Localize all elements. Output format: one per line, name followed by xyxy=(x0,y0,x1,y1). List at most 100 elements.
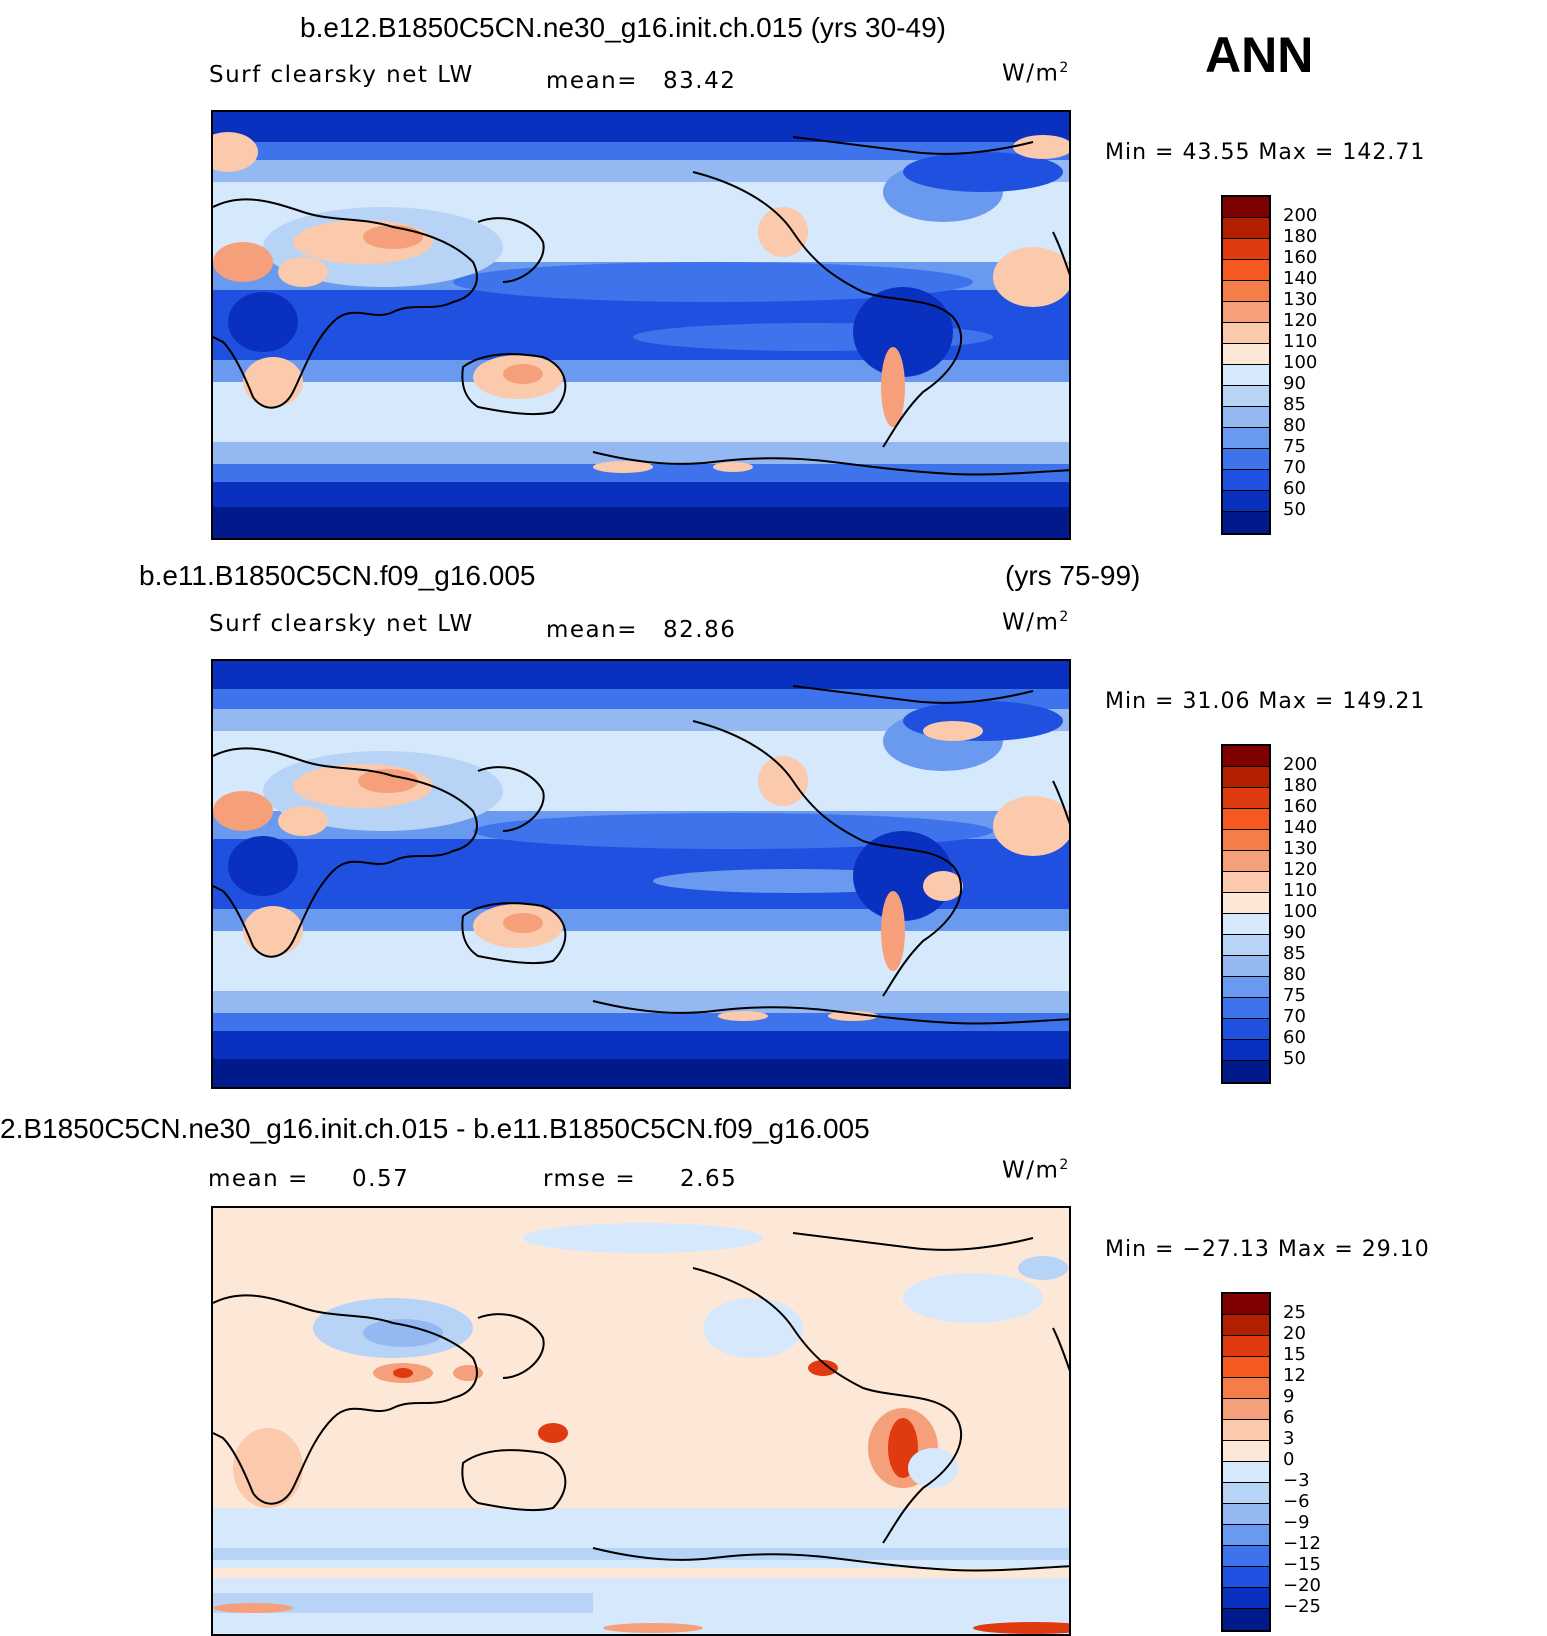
panel3-rmse-label: rmse = xyxy=(543,1166,637,1192)
colorbar-swatch xyxy=(1223,302,1269,323)
panel2-minmax: Min = 31.06 Max = 149.21 xyxy=(1105,689,1426,714)
panel3-minmax: Min = −27.13 Max = 29.10 xyxy=(1105,1237,1430,1262)
colorbar-swatch xyxy=(1223,872,1269,893)
colorbar-swatch xyxy=(1223,449,1269,470)
colorbar-swatch xyxy=(1223,1378,1269,1399)
colorbar-label: 9 xyxy=(1283,1386,1295,1407)
colorbar-swatch xyxy=(1223,809,1269,830)
colorbar-swatch xyxy=(1223,1525,1269,1546)
colorbar-label: 200 xyxy=(1283,205,1318,226)
colorbar-swatch xyxy=(1223,956,1269,977)
panel2-mean-label: mean= xyxy=(546,617,638,643)
panel3-map-svg xyxy=(213,1208,1069,1634)
colorbar-swatch xyxy=(1223,1399,1269,1420)
panel1-title: b.e12.B1850C5CN.ne30_g16.init.ch.015 (yr… xyxy=(300,12,946,43)
colorbar-label: 90 xyxy=(1283,922,1306,943)
colorbar-swatch xyxy=(1223,1040,1269,1061)
colorbar-swatch xyxy=(1223,512,1269,533)
panel1-variable: Surf clearsky net LW xyxy=(209,62,474,88)
colorbar-swatch xyxy=(1223,491,1269,512)
colorbar-swatch xyxy=(1223,428,1269,449)
colorbar-label: −3 xyxy=(1283,1470,1310,1491)
colorbar-label: 12 xyxy=(1283,1365,1306,1386)
colorbar-swatch xyxy=(1223,851,1269,872)
colorbar-swatch xyxy=(1223,1294,1269,1315)
colorbar-swatch xyxy=(1223,1019,1269,1040)
colorbar-swatch xyxy=(1223,977,1269,998)
colorbar-label: −25 xyxy=(1283,1596,1321,1617)
colorbar-label: 130 xyxy=(1283,838,1318,859)
colorbar-swatch xyxy=(1223,239,1269,260)
colorbar-label: 180 xyxy=(1283,226,1318,247)
colorbar-swatch xyxy=(1223,767,1269,788)
colorbar-label: 15 xyxy=(1283,1344,1306,1365)
colorbar-label: 140 xyxy=(1283,268,1318,289)
panel2-colorbar xyxy=(1221,744,1271,1084)
colorbar-label: 110 xyxy=(1283,880,1318,901)
colorbar-label: 80 xyxy=(1283,415,1306,436)
colorbar-label: −20 xyxy=(1283,1575,1321,1596)
colorbar-swatch xyxy=(1223,365,1269,386)
colorbar-swatch xyxy=(1223,1588,1269,1609)
panel2-title: b.e11.B1850C5CN.f09_g16.005 xyxy=(139,560,536,591)
panel1-mean-label: mean= xyxy=(546,68,638,94)
panel2-years: (yrs 75-99) xyxy=(1005,560,1141,591)
colorbar-label: 3 xyxy=(1283,1428,1295,1449)
colorbar-swatch xyxy=(1223,746,1269,767)
colorbar-label: 120 xyxy=(1283,310,1318,331)
colorbar-label: 180 xyxy=(1283,775,1318,796)
colorbar-swatch xyxy=(1223,407,1269,428)
colorbar-label: 130 xyxy=(1283,289,1318,310)
colorbar-label: 75 xyxy=(1283,436,1306,457)
colorbar-swatch xyxy=(1223,323,1269,344)
colorbar-swatch xyxy=(1223,1567,1269,1588)
colorbar-swatch xyxy=(1223,281,1269,302)
panel3-unit: W/m2 xyxy=(1002,1157,1070,1184)
colorbar-swatch xyxy=(1223,893,1269,914)
colorbar-swatch xyxy=(1223,830,1269,851)
colorbar-label: 0 xyxy=(1283,1449,1295,1470)
colorbar-label: 100 xyxy=(1283,352,1318,373)
colorbar-swatch xyxy=(1223,260,1269,281)
panel1-minmax: Min = 43.55 Max = 142.71 xyxy=(1105,140,1426,165)
colorbar-swatch xyxy=(1223,1357,1269,1378)
colorbar-swatch xyxy=(1223,344,1269,365)
colorbar-label: 20 xyxy=(1283,1323,1306,1344)
colorbar-swatch xyxy=(1223,935,1269,956)
panel3-title: 2.B1850C5CN.ne30_g16.init.ch.015 - b.e11… xyxy=(0,1113,870,1144)
colorbar-swatch xyxy=(1223,1609,1269,1630)
colorbar-swatch xyxy=(1223,1546,1269,1567)
colorbar-label: 50 xyxy=(1283,1048,1306,1069)
colorbar-swatch xyxy=(1223,218,1269,239)
colorbar-swatch xyxy=(1223,1483,1269,1504)
colorbar-label: 75 xyxy=(1283,985,1306,1006)
panel1-mean-value: 83.42 xyxy=(663,68,737,94)
colorbar-swatch xyxy=(1223,470,1269,491)
colorbar-swatch xyxy=(1223,1504,1269,1525)
colorbar-label: 200 xyxy=(1283,754,1318,775)
colorbar-label: 160 xyxy=(1283,247,1318,268)
colorbar-label: −15 xyxy=(1283,1554,1321,1575)
colorbar-label: 70 xyxy=(1283,1006,1306,1027)
colorbar-swatch xyxy=(1223,998,1269,1019)
panel3-rmse-value: 2.65 xyxy=(680,1166,738,1192)
panel2-mean-value: 82.86 xyxy=(663,617,737,643)
panel2-unit: W/m2 xyxy=(1002,609,1070,636)
colorbar-label: −9 xyxy=(1283,1512,1310,1533)
colorbar-label: 160 xyxy=(1283,796,1318,817)
colorbar-label: 60 xyxy=(1283,478,1306,499)
colorbar-swatch xyxy=(1223,914,1269,935)
colorbar-label: 6 xyxy=(1283,1407,1295,1428)
colorbar-swatch xyxy=(1223,1315,1269,1336)
panel1-colorbar xyxy=(1221,195,1271,535)
colorbar-label: −12 xyxy=(1283,1533,1321,1554)
colorbar-label: 120 xyxy=(1283,859,1318,880)
panel2-map-svg xyxy=(213,661,1069,1087)
colorbar-swatch xyxy=(1223,386,1269,407)
colorbar-label: 25 xyxy=(1283,1302,1306,1323)
panel2-map xyxy=(211,659,1071,1089)
colorbar-label: 60 xyxy=(1283,1027,1306,1048)
colorbar-label: 85 xyxy=(1283,943,1306,964)
colorbar-label: 140 xyxy=(1283,817,1318,838)
panel2-variable: Surf clearsky net LW xyxy=(209,611,474,637)
